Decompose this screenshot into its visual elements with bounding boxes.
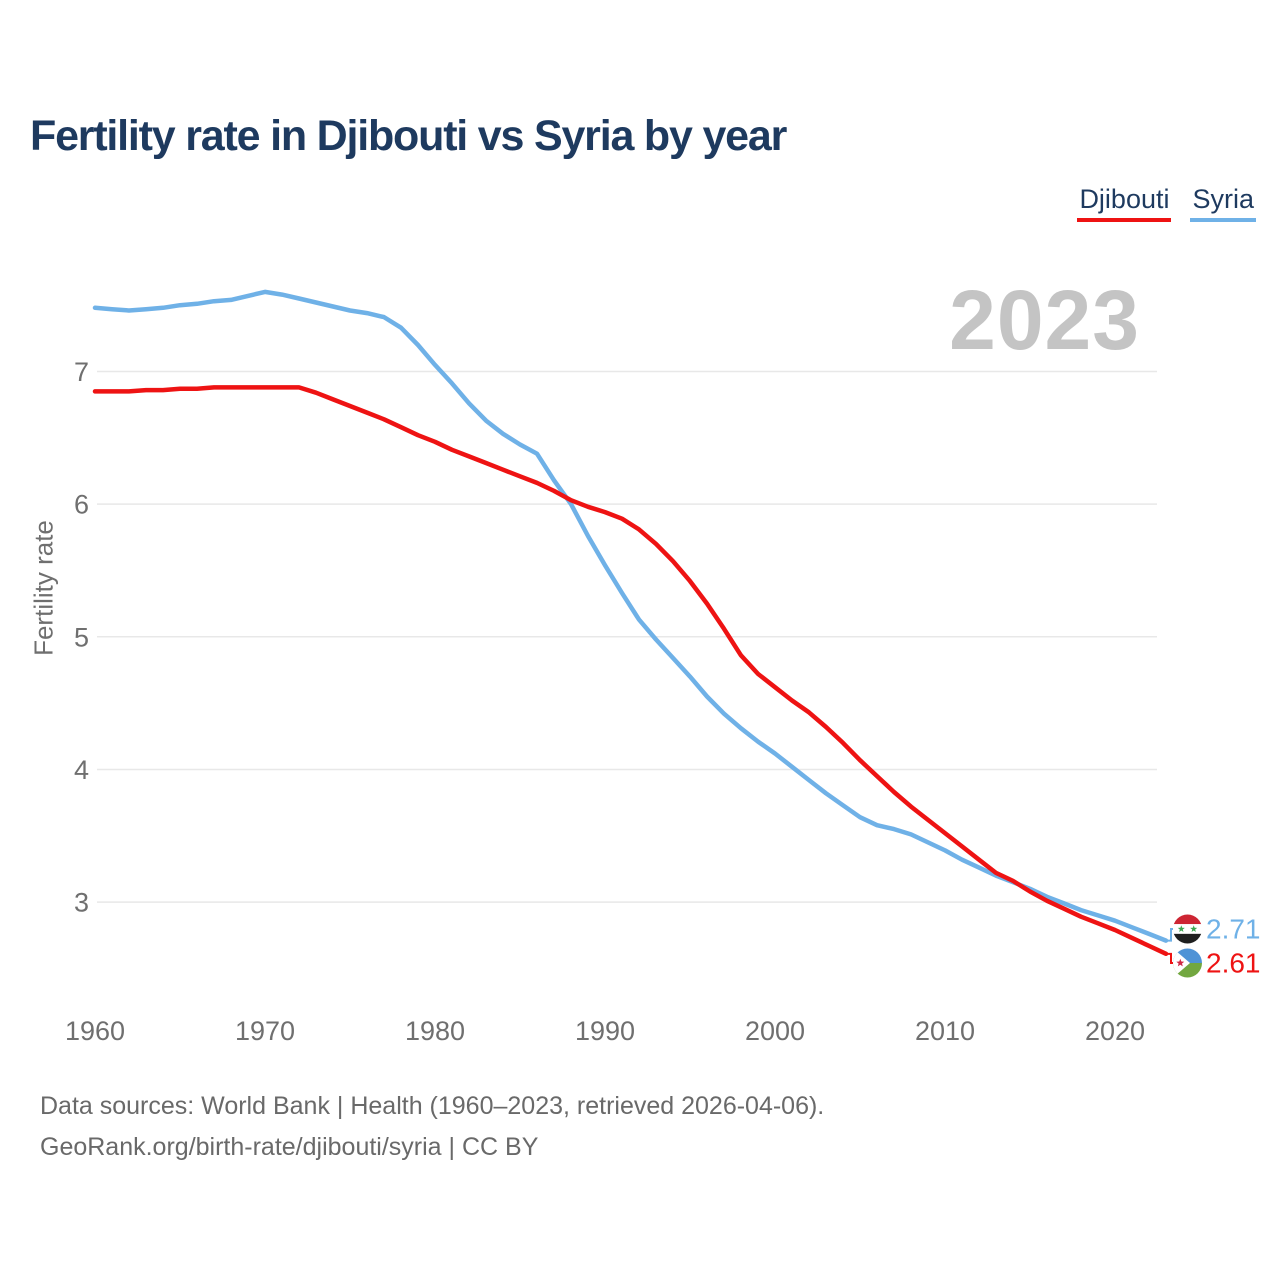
series-line-syria[interactable] (92, 289, 1169, 943)
end-value-syria: 2.71 (1206, 914, 1261, 945)
series-line-djibouti[interactable] (92, 385, 1169, 957)
x-tick-label-2010: 2010 (915, 1016, 975, 1046)
y-tick-label-3: 3 (74, 888, 89, 918)
connector-djibouti (1166, 952, 1173, 964)
x-tick-label-1970: 1970 (235, 1016, 295, 1046)
year-watermark: 2023 (949, 273, 1140, 367)
y-tick-label-6: 6 (74, 490, 89, 520)
x-tick-label-1960: 1960 (65, 1016, 125, 1046)
page-title: Fertility rate in Djibouti vs Syria by y… (30, 112, 787, 160)
x-tick-label-2000: 2000 (745, 1016, 805, 1046)
legend-item-djibouti[interactable]: Djibouti (1077, 184, 1172, 222)
x-tick-label-2020: 2020 (1085, 1016, 1145, 1046)
connector-syria (1166, 928, 1173, 942)
y-tick-label-5: 5 (74, 622, 89, 652)
x-tick-label-1980: 1980 (405, 1016, 465, 1046)
footer-data-sources: Data sources: World Bank | Health (1960–… (40, 1092, 825, 1120)
legend: Djibouti Syria (1077, 184, 1256, 222)
y-tick-label-4: 4 (74, 755, 89, 785)
syria-flag-icon (1173, 914, 1202, 944)
legend-item-syria[interactable]: Syria (1190, 184, 1256, 222)
footer: Data sources: World Bank | Health (1960–… (40, 1086, 824, 1168)
end-value-djibouti: 2.61 (1206, 948, 1261, 979)
x-tick-label-1990: 1990 (575, 1016, 635, 1046)
djibouti-flag-icon (1173, 948, 1202, 978)
footer-attribution-link[interactable]: GeoRank.org/birth-rate/djibouti/syria | … (40, 1133, 539, 1161)
y-tick-label-7: 7 (74, 357, 89, 387)
